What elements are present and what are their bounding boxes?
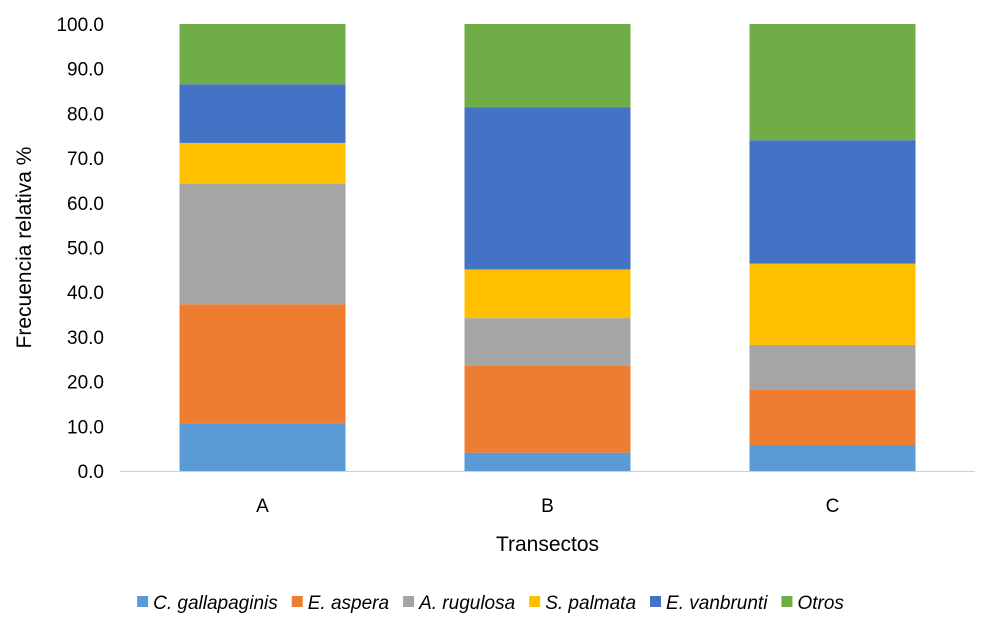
y-tick-label: 90.0	[67, 60, 104, 81]
y-tick-label: 70.0	[67, 149, 104, 170]
bar-segment	[750, 140, 916, 263]
y-axis-title: Frecuencia relativa %	[13, 147, 36, 349]
legend-label: E. vanbrunti	[666, 593, 768, 614]
legend-label: S. palmata	[545, 593, 636, 614]
y-axis-ticks: 0.0 10.0 20.0 30.0 40.0 50.0 60.0 70.0 80.0 90.0 1…	[56, 15, 104, 483]
legend-swatch	[292, 596, 303, 607]
bar-segment	[465, 269, 631, 318]
legend-label: C. gallapaginis	[153, 593, 278, 614]
legend-swatch	[650, 596, 661, 607]
bar-segment	[750, 264, 916, 345]
bar-segment	[180, 24, 346, 84]
bar-segment	[180, 184, 346, 304]
y-tick-label: 0.0	[78, 462, 104, 483]
bar-segment	[750, 24, 916, 140]
legend: C. gallapaginis E. aspera A. rugulosa S. pa…	[137, 593, 844, 614]
bars	[180, 24, 916, 471]
bar-segment	[750, 445, 916, 471]
y-tick-label: 10.0	[67, 417, 104, 438]
x-tick-label: C	[826, 496, 840, 517]
legend-label: A. rugulosa	[418, 593, 515, 614]
x-tick-label: A	[256, 496, 269, 517]
y-tick-label: 50.0	[67, 239, 104, 260]
y-tick-label: 60.0	[67, 194, 104, 215]
y-tick-label: 20.0	[67, 373, 104, 394]
y-tick-label: 80.0	[67, 104, 104, 125]
legend-swatch	[529, 596, 540, 607]
bar-segment	[465, 318, 631, 366]
legend-swatch	[137, 596, 148, 607]
y-tick-label: 40.0	[67, 283, 104, 304]
bar-segment	[465, 366, 631, 453]
x-axis-ticks: A B C	[256, 496, 839, 517]
x-axis-title: Transectos	[496, 533, 599, 556]
y-tick-label: 100.0	[56, 15, 104, 36]
legend-label: Otros	[797, 593, 844, 614]
x-tick-label: B	[541, 496, 554, 517]
y-tick-label: 30.0	[67, 328, 104, 349]
bar-segment	[750, 345, 916, 390]
bar-segment	[465, 107, 631, 269]
bar-segment	[750, 390, 916, 445]
legend-label: E. aspera	[308, 593, 389, 614]
bar-segment	[180, 84, 346, 143]
bar-segment	[180, 304, 346, 423]
bar-segment	[180, 423, 346, 471]
bar-segment	[465, 24, 631, 107]
bar-segment	[465, 453, 631, 471]
legend-swatch	[403, 596, 414, 607]
bar-segment	[180, 143, 346, 184]
legend-swatch	[781, 596, 792, 607]
